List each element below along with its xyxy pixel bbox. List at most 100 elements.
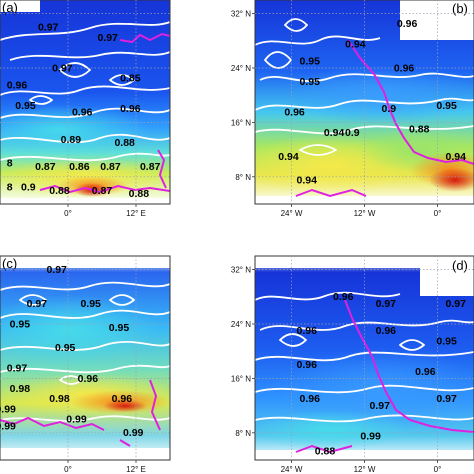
panel-b-ytick-label: 24° N	[231, 64, 251, 73]
panel-b-field-red	[429, 168, 474, 192]
panel-c-contour-label: 0.97	[27, 298, 48, 310]
panel-d-contour-label: 0.95	[436, 335, 457, 347]
panel-d-letter: (d)	[452, 258, 468, 273]
panel-d-xtick-label: 0°	[434, 465, 442, 474]
panel-d-missing-northeast	[420, 256, 474, 296]
panel-a-axis-ticks: 0° 12° E	[64, 204, 146, 218]
panel-d-contour-label: 0.97	[436, 393, 457, 405]
panel-c-contour-label: 0.98	[49, 393, 70, 405]
panel-c-xtick-label: 12° E	[126, 465, 146, 474]
panel-b-contour-labels: 0.960.940.950.960.950.96 0.9 0.950.94 0.9 0.…	[278, 18, 466, 186]
panel-a-contour-label: 0.86	[69, 161, 90, 173]
panel-b-contour-label: 0.96	[284, 107, 305, 119]
panel-c-map	[0, 256, 170, 460]
panel-a-missing-top	[0, 0, 40, 12]
panel-d-contour-label: 0.96	[296, 325, 317, 337]
panel-b: (b) 0.960.940.950.960.950.96 0.9 0.950.94 0…	[231, 0, 474, 218]
panel-a-contour-label: 0.88	[114, 137, 135, 149]
panel-c-contours	[0, 281, 170, 422]
panel-c-gridlines	[0, 256, 170, 460]
panel-c-contour-label: 0.95	[55, 342, 76, 354]
panel-b-gridlines	[255, 0, 474, 204]
panel-b-letter: (b)	[452, 1, 468, 16]
panel-c-contour-label: 0.99	[123, 427, 144, 439]
panel-b-contour-label: 0.95	[436, 100, 457, 112]
panel-b-contour-label: 0.95	[300, 56, 321, 68]
panel-b-ytick-label: 8° N	[235, 173, 251, 182]
panel-d-edge-label: 0.88	[315, 446, 336, 458]
panel-a-contour-label: 0.88	[49, 185, 70, 197]
panel-c-contour-label: 0.95	[80, 298, 101, 310]
panel-d-contour-label: 0.96	[300, 393, 321, 405]
panel-a-contour-label: 0.87	[100, 161, 121, 173]
panel-b-xtick-label: 0°	[434, 209, 442, 218]
panel-d-contour-labels: 0.96 0.97 0.97 0.96 0.96 0.95 0.96 0.96 0.96 0.97…	[296, 291, 466, 457]
panel-b-contour-label: 0.94	[296, 175, 317, 187]
panel-a-contour-label: 0.89	[61, 134, 82, 146]
panel-c: (c) 0.97 0.97 0.95 0.95 0.95 0.95 0.97 0.96 0.98…	[0, 255, 171, 474]
panel-b-contour-label: 0.95	[300, 76, 321, 88]
panel-c-contour-labels: 0.97 0.97 0.95 0.95 0.95 0.95 0.97 0.96 0.98 0.98…	[0, 264, 144, 439]
panel-a-contour-label: 0.95	[15, 100, 36, 112]
panel-a-contour-label: 0.97	[97, 32, 118, 44]
panel-b-contour-label: 0.94	[345, 39, 366, 51]
panel-b-contour-label: 0.96	[394, 62, 415, 74]
panel-b-coastline	[295, 39, 474, 198]
panel-d-contour-label: 0.96	[333, 291, 354, 303]
panel-d-field-cyan	[255, 410, 410, 450]
panel-d-xtick-label: 24° W	[281, 465, 303, 474]
panel-b-contour-label: 0.9	[345, 127, 360, 139]
panel-a-contour-labels: 0.97 0.97 0.97 0.85 0.96 0.95 0.96 0.96 0.89 0.88…	[7, 22, 161, 201]
panel-b-contour-label: 0.9	[382, 103, 397, 115]
panel-d-map	[255, 256, 474, 460]
panel-b-contour-label: 0.94	[278, 151, 299, 163]
panel-a-gridlines	[0, 0, 170, 204]
panel-c-coastline	[0, 379, 161, 447]
panel-c-missing-top	[0, 256, 170, 268]
panel-a-contour-label: 0.96	[72, 107, 93, 119]
panel-a-contours	[0, 21, 170, 162]
panel-d-contour-label: 0.96	[376, 325, 397, 337]
panel-d-contours	[255, 291, 474, 423]
panel-b-xtick-label: 12° W	[354, 209, 376, 218]
panel-a-map	[0, 0, 170, 204]
panel-a-xtick-label: 0°	[64, 209, 72, 218]
panel-a-contour-label: 0.88	[129, 188, 150, 200]
panel-a-contour-label: 0.97	[38, 22, 59, 34]
panel-d-contour-label: 0.99	[360, 431, 381, 443]
panel-a-missing-bottom	[0, 198, 170, 204]
panel-b-contour-label: 0.88	[409, 124, 430, 136]
panel-d-xtick-label: 12° W	[354, 465, 376, 474]
panel-b-axis-ticks: 24° W 12° W 0° 32° N 24° N 16° N 8° N	[231, 10, 441, 218]
panel-b-missing-north	[400, 0, 474, 40]
panel-b-contour-label: 0.94	[324, 127, 345, 139]
panel-a: (a) 0.97 0.97 0.97 0.85 0.96 0.95 0.96 0.96 0.89…	[0, 0, 171, 218]
panel-c-frame	[0, 255, 171, 461]
panel-d-contour-label: 0.97	[376, 298, 397, 310]
panel-a-coastline	[39, 32, 170, 194]
panel-a-contour-label: 0.96	[7, 79, 28, 91]
panel-a-contour-label: 0.87	[140, 161, 161, 173]
panel-b-field-lightblue	[280, 65, 474, 125]
panel-d-ytick-label: 16° N	[231, 374, 251, 383]
panel-c-letter: (c)	[2, 256, 17, 271]
panel-d-field-lightblue	[270, 350, 474, 430]
panel-d-axis-ticks: 24° W 12° W 0° 32° N 24° N 16° N 8° N	[231, 266, 441, 474]
panel-c-contour-label: 0.95	[109, 322, 130, 334]
panel-c-contour-label: 0.97	[46, 264, 67, 276]
panel-c-contour-label: 0.99	[0, 403, 16, 415]
panel-c-axis-ticks: 0° 12° E	[64, 460, 146, 474]
panel-c-xtick-label: 0°	[64, 465, 72, 474]
panel-d-contour-label: 0.96	[415, 366, 436, 378]
panel-c-contour-label: 0.96	[78, 373, 99, 385]
panel-b-ytick-label: 32° N	[231, 10, 251, 19]
panel-a-contour-label: 0.97	[52, 62, 73, 74]
panel-d-missing-south	[255, 450, 474, 460]
panel-d: (d) 0.960.97 0.970.96 0.960.950.960.960.96…	[231, 255, 474, 474]
panel-b-contour-label: 0.94	[446, 151, 467, 163]
panel-a-edge-label: 8	[7, 158, 13, 170]
panel-a-xtick-label: 12° E	[126, 209, 146, 218]
panel-b-ytick-label: 16° N	[231, 118, 251, 127]
panel-a-letter: (a)	[2, 0, 18, 15]
